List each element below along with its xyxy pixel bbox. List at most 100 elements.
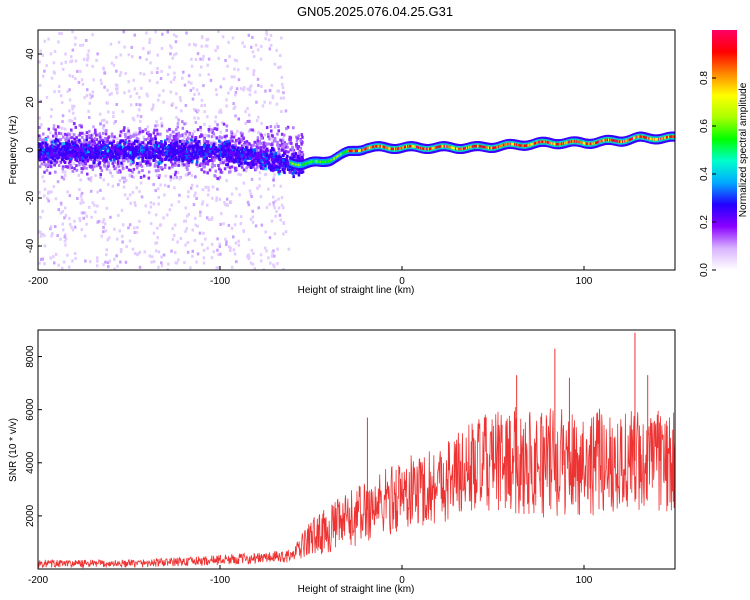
band-cell (152, 155, 155, 159)
band-cell (93, 151, 96, 155)
noise-cell (101, 220, 105, 224)
noise-cell (121, 159, 125, 163)
noise-cell (290, 141, 293, 145)
noise-cell (106, 101, 109, 105)
noise-cell (273, 206, 276, 210)
band-cell (72, 149, 75, 153)
noise-cell (183, 122, 186, 126)
noise-cell (187, 74, 191, 78)
noise-cell (263, 133, 267, 137)
band-cell (89, 151, 92, 155)
noise-cell (162, 89, 165, 93)
noise-cell (169, 133, 172, 137)
noise-cell (139, 128, 143, 132)
band-cell (205, 156, 208, 160)
noise-cell (229, 137, 233, 140)
noise-cell (272, 249, 275, 253)
noise-cell (247, 129, 251, 133)
band-cell (40, 146, 44, 150)
band-cell (268, 163, 272, 167)
band-cell (224, 149, 227, 153)
band-cell (55, 153, 58, 157)
noise-cell (138, 161, 142, 165)
noise-cell (123, 176, 127, 180)
noise-cell (169, 44, 172, 48)
noise-cell (117, 164, 121, 168)
noise-cell (301, 135, 304, 139)
noise-cell (272, 263, 275, 267)
noise-cell (197, 92, 201, 96)
noise-cell (200, 65, 203, 69)
noise-cell (53, 49, 57, 53)
band-cell (202, 145, 205, 149)
noise-cell (59, 137, 63, 141)
noise-cell (135, 137, 139, 140)
band-cell (218, 139, 221, 143)
noise-cell (42, 179, 46, 183)
band-cell (177, 158, 181, 161)
band-cell (207, 159, 210, 163)
noise-cell (130, 174, 134, 178)
band-cell (157, 144, 161, 148)
band-cell (204, 149, 207, 153)
noise-cell (252, 165, 256, 168)
band-cell (69, 160, 72, 163)
noise-cell (205, 134, 209, 137)
noise-cell (66, 138, 69, 142)
noise-cell (220, 121, 224, 125)
band-cell (282, 165, 285, 169)
noise-cell (132, 160, 135, 164)
noise-cell (217, 164, 220, 167)
noise-cell (227, 40, 230, 44)
noise-cell (102, 131, 105, 135)
band-cell (261, 163, 265, 167)
noise-cell (113, 227, 116, 231)
noise-cell (197, 116, 200, 120)
band-cell (235, 155, 238, 158)
noise-cell (127, 159, 130, 163)
band-cell (291, 152, 294, 156)
band-cell (132, 158, 135, 162)
noise-cell (157, 265, 160, 269)
noise-cell (116, 87, 119, 91)
noise-cell (184, 122, 188, 125)
noise-cell (183, 142, 186, 146)
band-cell (52, 146, 56, 150)
noise-cell (273, 136, 277, 140)
noise-cell (220, 170, 224, 174)
band-cell (226, 157, 229, 161)
band-cell (141, 150, 144, 154)
band-cell (231, 145, 234, 149)
noise-cell (276, 132, 279, 136)
noise-cell (225, 203, 229, 207)
noise-cell (247, 257, 250, 261)
band-cell (246, 149, 250, 153)
band-cell (247, 151, 251, 155)
noise-cell (250, 177, 254, 181)
noise-cell (135, 186, 138, 190)
ridge-core (597, 140, 600, 144)
noise-cell (206, 216, 209, 220)
noise-cell (123, 180, 126, 184)
noise-cell (124, 133, 127, 137)
noise-cell (195, 88, 199, 92)
noise-cell (213, 158, 216, 162)
noise-cell (171, 237, 175, 241)
band-cell (153, 144, 157, 148)
band-cell (236, 159, 240, 162)
band-cell (259, 149, 263, 153)
noise-cell (61, 222, 64, 226)
band-cell (104, 150, 107, 154)
band-cell (269, 155, 273, 159)
noise-cell (153, 128, 156, 132)
noise-cell (240, 215, 243, 219)
noise-cell (97, 219, 101, 223)
noise-cell (85, 39, 88, 42)
noise-cell (80, 198, 84, 202)
noise-cell (149, 201, 153, 205)
noise-cell (71, 119, 74, 123)
band-cell (291, 171, 295, 175)
noise-cell (43, 170, 46, 174)
band-cell (175, 156, 178, 160)
noise-cell (38, 83, 42, 87)
